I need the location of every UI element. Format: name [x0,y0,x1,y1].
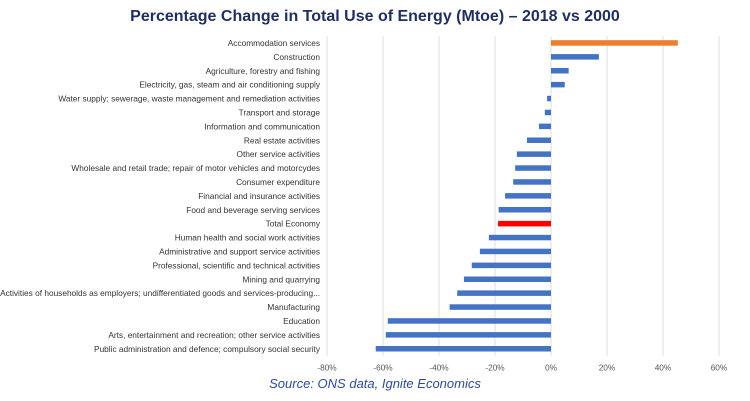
bar [516,151,551,157]
source-note: Source: ONS data, Ignite Economics [269,376,481,391]
category-label: Other service activities [237,149,320,159]
bar [498,207,551,213]
bar [551,81,565,88]
bar [526,137,551,143]
category-label: Arts, entertainment and recreation; othe… [108,330,320,340]
x-tick-label: 0% [545,363,558,373]
chart-title: Percentage Change in Total Use of Energy… [130,8,620,25]
bar [479,248,551,255]
category-label: Financial and insurance activities [198,191,320,201]
category-label: Information and communication [204,121,320,131]
bar [515,165,551,171]
bar [488,234,551,241]
x-tick-label: 40% [655,363,672,373]
category-label: Food and beverage serving services [186,205,320,215]
bar [551,54,599,60]
bar [547,95,551,102]
category-label: Professional, scientific and technical a… [153,260,320,270]
category-label: Transport and storage [239,107,321,117]
bar [449,304,551,310]
bar [498,220,551,227]
category-label: Accommodation services [228,38,320,48]
x-tick-label: -80% [317,363,337,373]
category-label: Water supply; sewerage, waste management… [58,94,320,104]
category-label: Construction [273,52,320,62]
category-label: Real estate activities [244,135,320,145]
x-tick-label: 20% [599,363,616,373]
x-tick-label: -60% [373,363,393,373]
category-label: Agriculture, forestry and fishing [206,66,321,76]
category-label: Activities of households as employers; u… [0,288,320,298]
category-label: Public administration and defence; compu… [94,344,321,354]
bar [457,290,551,296]
category-label: Administrative and support service activ… [159,246,320,256]
x-tick-label: -20% [485,363,505,373]
category-label: Manufacturing [267,302,320,312]
bar [551,68,569,74]
category-label: Human health and social work activities [175,233,320,243]
category-label: Wholesale and retail trade; repair of mo… [71,163,320,173]
bar [375,346,551,352]
category-label: Total Economy [266,219,321,229]
category-label: Consumer expenditure [236,177,320,187]
x-tick-label: -40% [429,363,449,373]
bar [385,332,551,338]
bar [538,123,551,130]
bar [513,179,551,185]
bar [551,40,678,46]
bar [387,318,551,324]
bar [471,262,551,269]
category-label: Mining and quarrying [243,274,321,284]
bar [544,109,551,116]
bar [463,276,551,282]
x-tick-label: 60% [711,363,728,373]
bar [505,193,551,199]
category-label: Education [283,316,320,326]
category-label: Electricity, gas, steam and air conditio… [139,80,320,90]
